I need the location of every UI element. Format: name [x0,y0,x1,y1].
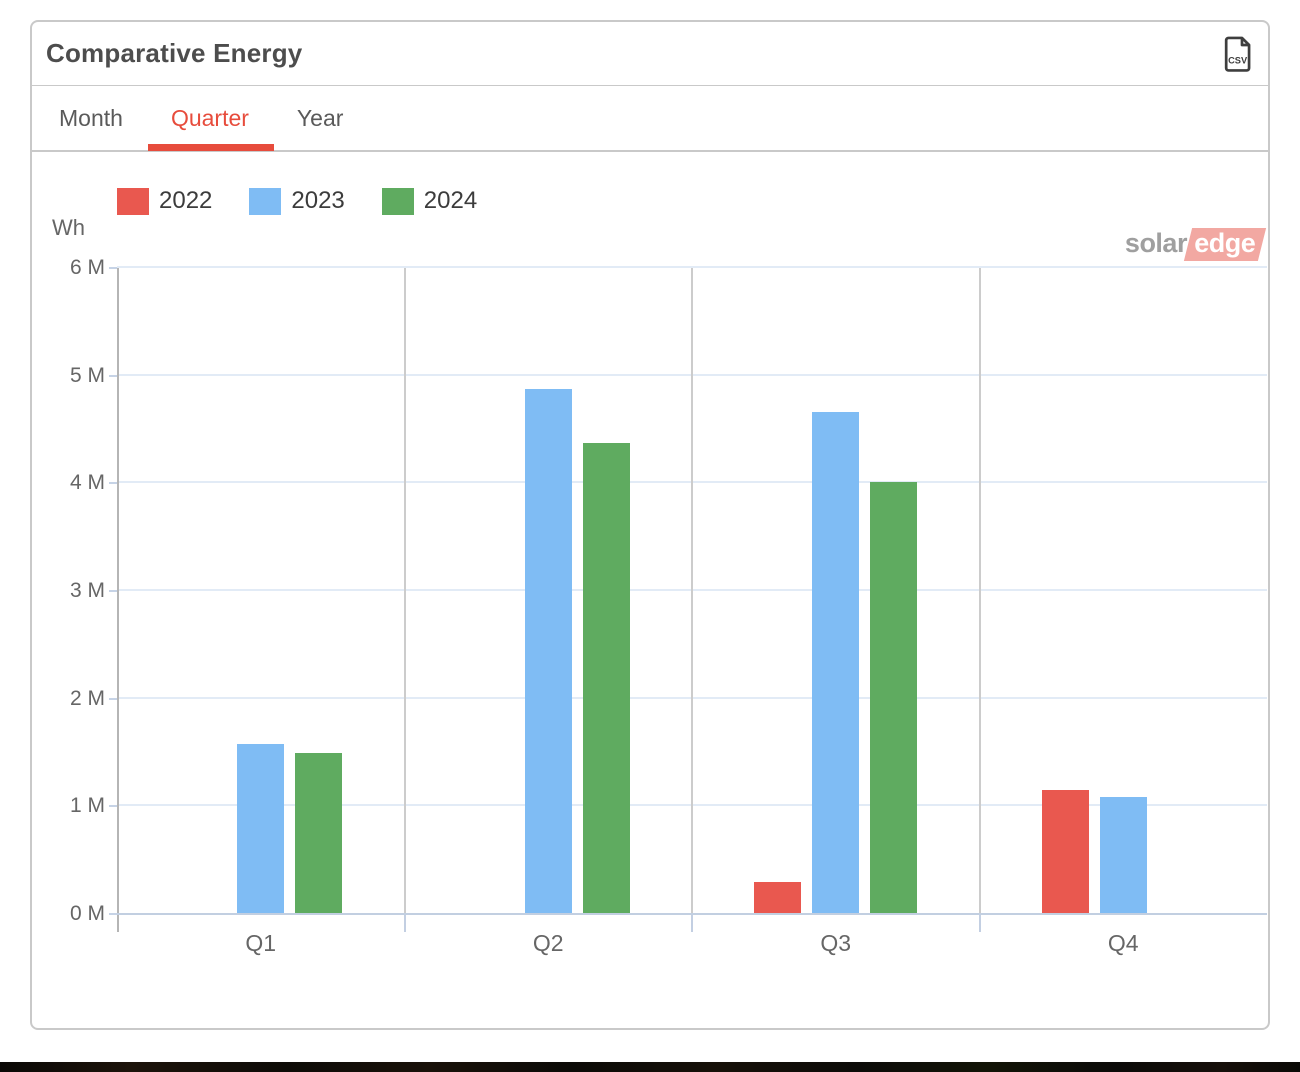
legend-swatch-2022 [117,187,149,215]
y-tick-mark [109,374,117,377]
x-axis-label-Q3: Q3 [820,930,852,956]
y-axis-labels: 0 M 1 M 2 M 3 M 4 M 5 M 6 M [32,256,105,925]
page-title: Comparative Energy [46,38,303,68]
x-tick-mark [403,914,406,932]
legend-item-2024[interactable]: 2024 [381,187,478,215]
logo-text-edge: edge [1194,228,1256,258]
bar-2023-Q3[interactable] [812,412,860,913]
bar-2024-Q1[interactable] [295,752,343,913]
comparative-energy-card: Comparative Energy CSV Month Quarter Yea… [30,20,1270,1030]
y-axis-label-5M: 5 M [69,363,105,387]
legend-swatch-2023 [249,187,282,215]
csv-file-icon: CSV [1224,36,1251,72]
y-axis-label-4M: 4 M [69,471,105,495]
export-csv-button[interactable]: CSV [1222,36,1253,72]
x-axis-label-Q2: Q2 [532,930,564,956]
bar-2022-Q3[interactable] [754,881,802,913]
tab-bar: Month Quarter Year [32,86,1268,152]
bar-2023-Q2[interactable] [524,388,572,913]
bottom-photo-strip [0,1062,1300,1072]
logo-text-solar: solar [1124,228,1188,258]
vertical-gridline [691,268,693,914]
card-header: Comparative Energy CSV [32,22,1268,86]
legend-item-2022[interactable]: 2022 [117,187,212,215]
solaredge-logo: solar edge [1124,228,1267,261]
plot-area: Q1 Q2 Q3 Q4 [109,266,1267,956]
chart-legend: 2022 2023 2024 [117,187,477,215]
y-axis-unit-label: Wh [52,215,85,240]
legend-label-2022: 2022 [159,187,213,214]
y-axis-line [117,268,119,932]
y-tick-mark [109,697,117,700]
x-axis-label-Q4: Q4 [1107,930,1139,956]
y-tick-mark [109,913,117,915]
gridline-6M [117,266,1267,268]
gridline-0M [117,913,1267,915]
logo-edge-background: edge [1183,228,1267,261]
y-axis-label-6M: 6 M [69,256,105,279]
y-tick-mark [109,805,117,808]
y-axis-label-1M: 1 M [69,794,105,818]
y-axis-label-3M: 3 M [69,579,105,602]
y-tick-mark [109,482,117,485]
legend-item-2023[interactable]: 2023 [249,187,345,215]
x-tick-mark [978,914,981,932]
tab-month[interactable]: Month [59,104,123,131]
legend-swatch-2024 [381,187,414,215]
y-axis-label-0M: 0 M [69,902,105,925]
y-axis-label-2M: 2 M [69,686,105,710]
vertical-gridline [978,268,981,914]
y-tick-mark [109,267,117,269]
bar-2024-Q3[interactable] [870,482,918,913]
legend-label-2024: 2024 [423,187,478,214]
y-tick-mark [109,590,117,592]
x-tick-mark [691,914,693,932]
tab-year[interactable]: Year [296,104,344,131]
vertical-gridline [403,268,406,914]
bar-2022-Q4[interactable] [1041,790,1089,913]
bar-2023-Q4[interactable] [1099,796,1147,913]
bar-2023-Q1[interactable] [237,743,285,913]
x-axis-label-Q1: Q1 [245,930,277,956]
bar-2024-Q2[interactable] [582,442,630,913]
tab-quarter[interactable]: Quarter [147,89,274,151]
svg-text:CSV: CSV [1228,55,1248,65]
legend-label-2023: 2023 [291,187,345,214]
